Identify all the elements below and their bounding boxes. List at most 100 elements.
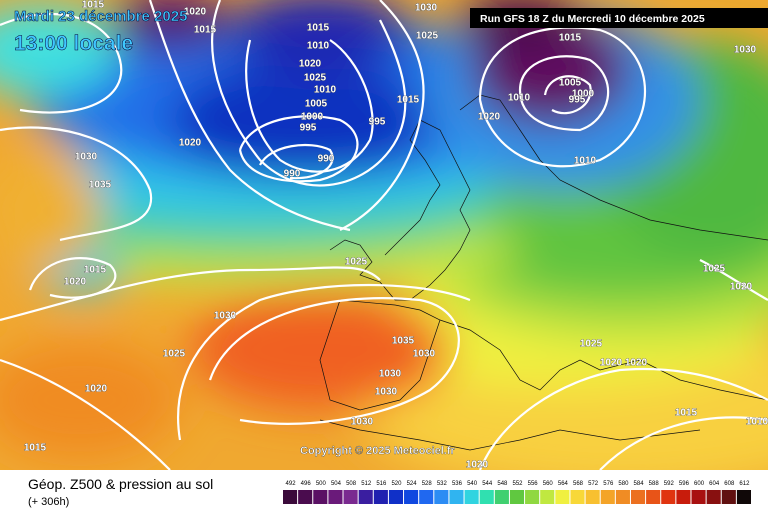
scale-label: 536 (452, 481, 463, 487)
scale-label: 596 (679, 481, 690, 487)
scale-cell (298, 490, 313, 504)
isobar-label: 1030 (413, 349, 436, 360)
forecast-lead: (+ 306h) (28, 496, 69, 508)
isobar-label: 1005 (559, 78, 582, 89)
isobar-label: 1020 (730, 282, 753, 293)
isobar-label: 1020 (184, 7, 207, 18)
isobar-label: 1010 (314, 85, 337, 96)
isobar-label: 1020 (466, 460, 489, 471)
color-scale: 492 496 500 504 508 512 516 520 524 528 532 536 540 5… (283, 481, 751, 504)
scale-label: 540 (467, 481, 478, 487)
scale-cell (736, 490, 751, 504)
isobar-label: 1025 (304, 73, 327, 84)
scale-label: 580 (618, 481, 629, 487)
footer: Géop. Z500 & pression au sol (+ 306h) 49… (0, 470, 768, 512)
scale-label: 492 (286, 481, 297, 487)
scale-label: 532 (437, 481, 448, 487)
run-box (470, 8, 768, 28)
isobar-label: 1015 (307, 23, 330, 34)
isobar-label: 1020 (625, 358, 648, 369)
scale-label: 592 (664, 481, 675, 487)
isobar-label: 1010 (307, 41, 330, 52)
isobar-label: 1020 (600, 358, 623, 369)
scale-cell (540, 490, 555, 504)
scale-label: 508 (346, 481, 357, 487)
scale-cell (373, 490, 388, 504)
scale-label: 524 (407, 481, 418, 487)
scale-label: 528 (422, 481, 433, 487)
forecast-date: Mardi 23 décembre 2025 (14, 8, 187, 25)
isobar-label: 1005 (305, 99, 328, 110)
isobar-label: 1020 (478, 112, 501, 123)
scale-cell (691, 490, 706, 504)
scale-cell (615, 490, 630, 504)
isobar-label: 1020 (179, 138, 202, 149)
isobar-label: 1015 (82, 0, 105, 11)
scale-cell (676, 490, 691, 504)
isobar-label: 1015 (24, 443, 47, 454)
isobar-label: 1000 (572, 89, 595, 100)
scale-label: 612 (739, 481, 750, 487)
copyright: Copyright © 2025 Meteociel.fr (300, 445, 456, 457)
isobar-label: 1035 (392, 336, 415, 347)
isobar-label: 1025 (345, 257, 368, 268)
forecast-time: 13:00 locale (14, 32, 133, 55)
isobar-label: 1030 (375, 387, 398, 398)
isobar-label: 1015 (559, 33, 582, 44)
isobar-label: 990 (318, 154, 335, 165)
isobar-label: 1025 (580, 339, 603, 350)
isobar-label: 1000 (301, 112, 324, 123)
isobar-label: 1010 (574, 156, 597, 167)
scale-label: 600 (694, 481, 705, 487)
isobar-label: 1030 (75, 152, 98, 163)
scale-label: 552 (512, 481, 523, 487)
scale-label: 588 (649, 481, 660, 487)
scale-cell (570, 490, 585, 504)
isobar-label: 1035 (89, 180, 112, 191)
isobar-label: 1020 (299, 59, 322, 70)
scale-cell (494, 490, 509, 504)
isobar-label: 1030 (379, 369, 402, 380)
scale-cell (358, 490, 373, 504)
scale-label: 568 (573, 481, 584, 487)
height-field (0, 0, 768, 470)
isobar-label: 995 (569, 95, 586, 106)
isobar-label: 1010 (508, 93, 531, 104)
scale-cell (479, 490, 494, 504)
isobar-label: 1030 (415, 3, 438, 14)
scale-label: 496 (301, 481, 312, 487)
scale-cell (630, 490, 646, 504)
scale-cell (555, 490, 570, 504)
isobar-label: 995 (369, 117, 386, 128)
scale-label: 604 (709, 481, 720, 487)
scale-cell (721, 490, 736, 504)
run-info: Run GFS 18 Z du Mercredi 10 décembre 202… (480, 13, 705, 25)
scale-cell (585, 490, 600, 504)
scale-cell (661, 490, 676, 504)
isobar-label: 1015 (675, 408, 698, 419)
scale-cell (343, 490, 358, 504)
scale-cell (328, 490, 343, 504)
scale-cell (646, 490, 661, 504)
scale-cell (404, 490, 419, 504)
isobar-label: 995 (300, 123, 317, 134)
scale-label: 504 (331, 481, 342, 487)
scale-label: 512 (361, 481, 372, 487)
coastlines (319, 94, 768, 451)
scale-cell (464, 490, 479, 504)
isobar-label: 1020 (64, 277, 87, 288)
isobar-label: 1030 (214, 311, 237, 322)
isobar-label: 1025 (163, 349, 186, 360)
isobar-label: 1025 (703, 264, 726, 275)
scale-cell (449, 490, 464, 504)
isobar-label: 1030 (351, 417, 374, 428)
isobar-label: 1025 (416, 31, 439, 42)
scale-cell (388, 490, 404, 504)
isobar-label: 1030 (734, 45, 757, 56)
scale-label: 516 (376, 481, 387, 487)
scale-label: 548 (497, 481, 508, 487)
isobar-label: 1015 (84, 265, 107, 276)
isobar-label: 1015 (194, 25, 217, 36)
